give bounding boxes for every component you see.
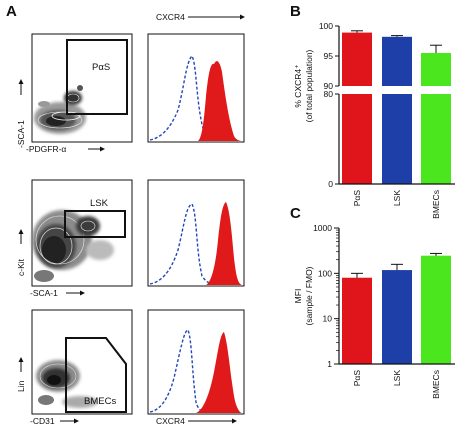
chart-c-bar <box>382 270 412 364</box>
chart-b-ytick-label: 95 <box>324 51 334 61</box>
flow-plot-row-3: BMECs Lin -CD31 CXCR4 <box>16 309 245 426</box>
gate-label: BMECs <box>84 396 116 407</box>
chart-c-bar <box>342 277 372 364</box>
dot-plot-density <box>32 210 114 282</box>
x-axis-label: -PDGFR-α <box>26 144 66 154</box>
y-axis-label: -SCA-1 <box>16 120 26 148</box>
chart-c-category-label: PαS <box>352 370 362 387</box>
fmo-histogram <box>149 203 215 285</box>
chart-b-bar-lower <box>342 94 372 184</box>
gate-label: LSK <box>90 198 109 209</box>
chart-b-bar-lower <box>421 94 451 184</box>
chart-b-bar-upper <box>421 53 451 86</box>
chart-c-ytick-label: 10 <box>323 314 333 324</box>
chart-c-category-label: BMECs <box>431 370 441 399</box>
chart-c-ylabel: MFI <box>293 289 303 304</box>
chart-b-category-label: LSK <box>392 190 402 206</box>
panel-label-b: B <box>290 3 301 20</box>
gate-box <box>66 39 128 115</box>
chart-b-ytick-label: 0 <box>328 179 333 189</box>
y-axis-label: c-Kit <box>16 258 26 276</box>
chart-c-bar <box>421 255 451 364</box>
fmo-histogram <box>149 329 207 413</box>
flow-plot-row-2: LSK c-Kit -SCA-1 <box>16 179 245 298</box>
chart-b-ytick-label: 100 <box>319 21 333 31</box>
x-axis-label: -SCA-1 <box>30 288 58 298</box>
flow-plot-row-1: PαS -SCA-1 -PDGFR-α <box>16 33 245 154</box>
histogram-x-label: CXCR4 <box>156 416 185 426</box>
histogram-header-label: CXCR4 <box>156 12 185 22</box>
chart-b-ytick-label: 80 <box>324 89 334 99</box>
cxcr4-histogram <box>206 202 242 285</box>
bar-chart-b: % CXCR4⁺ (of total population) 100 95 9080… <box>293 21 455 219</box>
chart-c-ytick-label: 1 <box>327 359 332 369</box>
chart-b-bar-upper <box>382 36 412 86</box>
chart-b-ytick-label: 90 <box>324 81 334 91</box>
x-axis-label: -CD31 <box>30 416 55 426</box>
histogram-header: CXCR4 <box>156 12 245 22</box>
chart-c-ytick-label: 100 <box>318 268 332 278</box>
panel-label-c: C <box>290 205 301 222</box>
chart-b-bar-upper <box>342 32 372 86</box>
y-axis-label: Lin <box>16 380 26 392</box>
dot-plot-density <box>36 360 98 408</box>
chart-b-category-label: PαS <box>352 190 362 207</box>
chart-b-bar-lower <box>382 94 412 184</box>
chart-b-category-label: BMECs <box>431 190 441 219</box>
panel-label-a: A <box>6 3 17 20</box>
chart-c-ytick-label: 1000 <box>313 223 332 233</box>
cxcr4-histogram <box>198 61 242 141</box>
chart-b-ylabel: % CXCR4⁺ <box>293 64 303 107</box>
chart-c-category-label: LSK <box>392 370 402 386</box>
gate-box <box>65 337 127 413</box>
bar-chart-c: MFI (sample / FMO) 1000 100 10 1 PαS LSK BMECs <box>293 223 455 399</box>
gate-box <box>64 210 126 238</box>
chart-c-ylabel-sub: (sample / FMO) <box>304 266 314 325</box>
cxcr4-histogram <box>196 332 242 413</box>
chart-b-ylabel-sub: (of total population) <box>304 49 314 122</box>
gate-label: PαS <box>92 62 110 73</box>
